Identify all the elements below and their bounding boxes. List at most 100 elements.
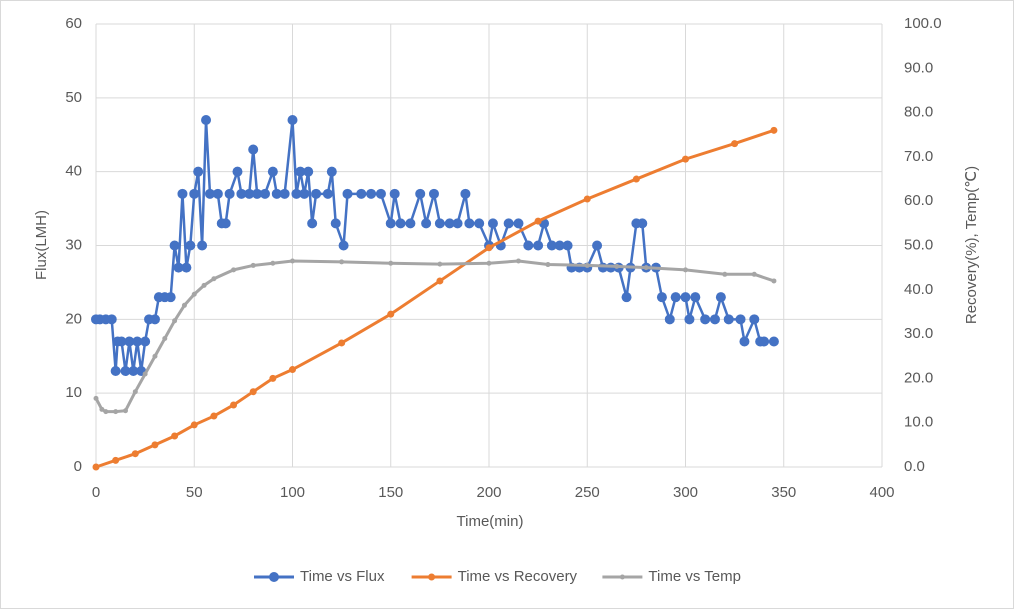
data-point — [715, 292, 726, 303]
y2-tick-label: 0.0 — [904, 458, 925, 475]
data-point — [664, 314, 675, 325]
x-tick-label: 50 — [186, 484, 203, 501]
data-point — [375, 188, 386, 199]
data-point — [436, 277, 444, 285]
data-point — [356, 188, 367, 199]
data-point — [311, 188, 322, 199]
data-point — [614, 263, 620, 269]
data-point — [210, 412, 218, 420]
data-point — [132, 336, 143, 347]
data-point — [201, 282, 207, 288]
data-point — [621, 292, 632, 303]
x-axis-title: Time(min) — [457, 513, 524, 530]
data-point — [722, 271, 728, 277]
y2-tick-label: 50.0 — [904, 236, 933, 253]
y2-tick-label: 90.0 — [904, 59, 933, 76]
data-point — [181, 262, 192, 273]
data-point — [751, 271, 757, 277]
y2-tick-label: 80.0 — [904, 104, 933, 121]
data-point — [191, 291, 197, 297]
data-point — [584, 262, 590, 268]
data-point — [142, 371, 148, 377]
data-point — [690, 292, 701, 303]
data-point — [460, 188, 471, 199]
y2-tick-label: 10.0 — [904, 414, 933, 431]
x-tick-label: 0 — [92, 484, 100, 501]
data-point — [177, 188, 188, 199]
data-point — [270, 260, 276, 266]
data-point — [193, 166, 204, 177]
legend-marker — [428, 573, 436, 581]
data-point — [236, 188, 247, 199]
x-tick-label: 350 — [771, 484, 796, 501]
data-point — [185, 240, 196, 251]
data-point — [366, 188, 377, 199]
data-point — [271, 188, 282, 199]
data-point — [279, 188, 290, 199]
data-point — [700, 314, 711, 325]
data-point — [474, 218, 485, 229]
data-point — [523, 240, 534, 251]
legend-label: Time vs Recovery — [458, 568, 578, 585]
data-point — [99, 406, 105, 412]
data-point — [515, 258, 521, 264]
data-point — [289, 366, 296, 374]
series — [93, 258, 777, 415]
data-point — [231, 267, 237, 273]
data-point — [684, 314, 695, 325]
data-point — [267, 166, 278, 177]
data-point — [189, 188, 200, 199]
y-tick-label: 30 — [65, 236, 82, 253]
data-point — [149, 314, 160, 325]
data-point — [487, 218, 498, 229]
data-point — [172, 318, 178, 324]
data-point — [113, 409, 119, 415]
x-tick-label: 400 — [869, 484, 894, 501]
data-point — [132, 389, 138, 395]
data-point — [405, 218, 416, 229]
data-point — [338, 240, 349, 251]
data-point — [709, 314, 720, 325]
data-point — [680, 292, 691, 303]
data-point — [486, 260, 492, 266]
y-tick-label: 10 — [65, 384, 82, 401]
data-point — [546, 240, 557, 251]
data-point — [731, 140, 739, 148]
data-point — [122, 408, 128, 414]
data-point — [162, 336, 168, 342]
data-point — [562, 240, 573, 251]
y-tick-label: 20 — [65, 310, 82, 327]
data-point — [152, 353, 158, 359]
data-point — [395, 218, 406, 229]
x-tick-label: 300 — [673, 484, 698, 501]
data-point — [464, 218, 475, 229]
data-point — [444, 218, 455, 229]
data-point — [151, 441, 159, 449]
data-point — [169, 240, 180, 251]
data-point — [437, 261, 443, 267]
data-point — [592, 240, 603, 251]
data-point — [299, 188, 310, 199]
data-point — [338, 339, 346, 347]
data-point — [534, 217, 542, 225]
data-point — [421, 218, 432, 229]
data-point — [116, 336, 127, 347]
data-point — [683, 267, 688, 273]
y2-tick-label: 20.0 — [904, 369, 933, 386]
x-tick-label: 250 — [575, 484, 600, 501]
data-point — [723, 314, 734, 325]
data-point — [250, 262, 256, 268]
data-point — [643, 265, 649, 271]
data-point — [128, 366, 139, 377]
data-point — [290, 258, 295, 264]
y2-tick-label: 100.0 — [904, 15, 942, 32]
legend-marker — [269, 572, 279, 582]
data-point — [171, 432, 179, 440]
data-point — [330, 218, 341, 229]
y-tick-label: 50 — [65, 89, 82, 106]
data-point — [389, 188, 400, 199]
x-tick-label: 200 — [476, 484, 501, 501]
data-point — [735, 314, 746, 325]
data-point — [220, 218, 231, 229]
